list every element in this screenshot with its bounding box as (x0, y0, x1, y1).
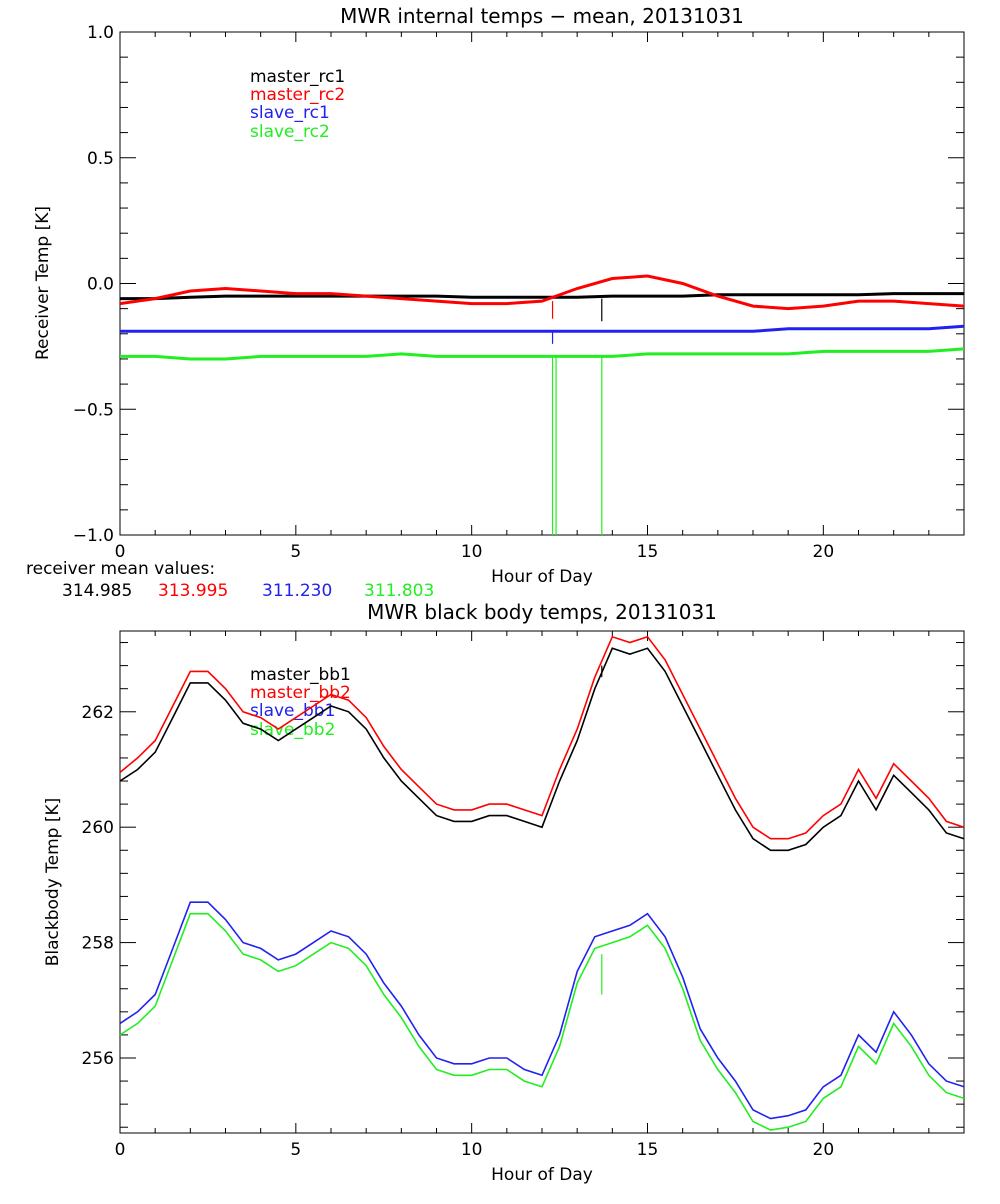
receiver-temp-panel: MWR internal temps − mean, 20131031 Hour… (33, 4, 965, 587)
mean-value-master-rc1: 314.985 (62, 581, 132, 601)
series-line-master-bb2 (119, 635, 965, 840)
chart-title: MWR internal temps − mean, 20131031 (340, 4, 744, 28)
receiver-mean-values: receiver mean values: 314.985 313.995 31… (26, 559, 434, 601)
series-line-master-rc1 (120, 292, 964, 301)
x-axis-label: Hour of Day (491, 1165, 593, 1185)
y-axis-label: Blackbody Temp [K] (43, 798, 63, 967)
legend-entry-slave-rc1: slave_rc1 (250, 103, 330, 123)
x-tick-label: 0 (115, 542, 126, 562)
x-tick-label: 20 (813, 542, 835, 562)
mean-value-slave-rc1: 311.230 (262, 581, 332, 601)
y-tick-label: 256 (82, 1049, 114, 1069)
legend-entry-slave-rc2: slave_rc2 (250, 122, 330, 142)
legend-entry-master-bb2: master_bb2 (250, 683, 351, 703)
x-tick-label: 20 (813, 1140, 835, 1160)
x-tick-label: 15 (637, 542, 659, 562)
blackbody-temp-panel: MWR black body temps, 20131031 Hour of D… (43, 600, 965, 1185)
legend-entry-master-rc1: master_rc1 (250, 67, 345, 87)
chart-title: MWR black body temps, 20131031 (367, 600, 717, 624)
legend-entry-master-rc2: master_rc2 (250, 85, 345, 105)
mean-values-label: receiver mean values: (26, 559, 215, 579)
series-line-slave-rc1 (120, 324, 965, 333)
y-tick-label: 0.5 (87, 149, 114, 169)
mean-value-slave-rc2: 311.803 (364, 581, 434, 601)
series-line-master-rc2 (119, 274, 965, 311)
x-tick-label: 5 (290, 542, 301, 562)
x-tick-label: 5 (290, 1140, 301, 1160)
y-tick-label: 0.0 (87, 275, 114, 295)
legend: master_bb1 master_bb2 slave_bb1 slave_bb… (250, 665, 351, 740)
y-tick-label: 1.0 (87, 23, 114, 43)
legend-entry-master-bb1: master_bb1 (250, 665, 351, 685)
x-tick-label: 10 (461, 542, 483, 562)
y-tick-label: 260 (82, 818, 114, 838)
series-line-slave-rc2 (120, 347, 965, 361)
x-tick-label: 10 (461, 1140, 483, 1160)
legend: master_rc1 master_rc2 slave_rc1 slave_rc… (250, 67, 345, 142)
y-axis-label: Receiver Temp [K] (33, 206, 53, 360)
y-tick-label: −0.5 (73, 400, 114, 420)
x-axis-label: Hour of Day (491, 567, 593, 587)
plot-frame (119, 630, 965, 1134)
x-tick-label: 0 (115, 1140, 126, 1160)
y-tick-label: 262 (82, 703, 114, 723)
series-line-slave-bb1 (119, 901, 965, 1120)
y-tick-label: −1.0 (73, 526, 114, 546)
x-tick-label: 15 (637, 1140, 659, 1160)
series-line-slave-bb2 (119, 912, 965, 1131)
y-tick-label: 258 (82, 934, 114, 954)
plot-frame (119, 31, 965, 536)
series-line-master-bb1 (119, 647, 965, 852)
mean-value-master-rc2: 313.995 (158, 581, 228, 601)
